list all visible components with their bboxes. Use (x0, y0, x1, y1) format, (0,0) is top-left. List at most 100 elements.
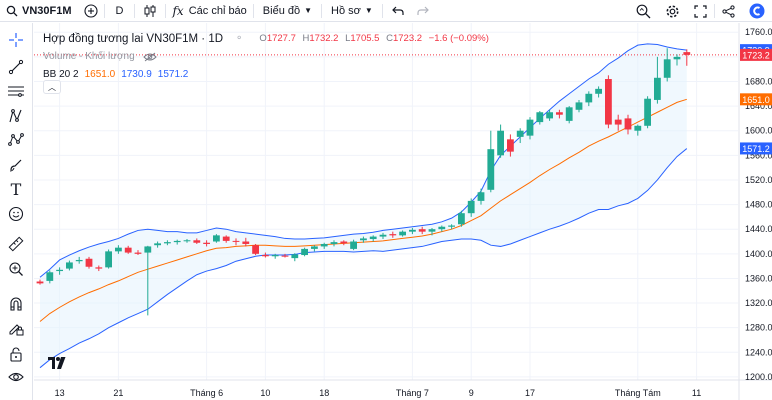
candle-body[interactable] (565, 107, 573, 121)
share-button[interactable] (715, 0, 742, 22)
candle-body[interactable] (154, 243, 161, 246)
candle-body[interactable] (203, 242, 210, 244)
candle-body[interactable] (428, 229, 436, 232)
candle-body[interactable] (144, 246, 152, 253)
candle-body[interactable] (95, 267, 103, 269)
candle-body[interactable] (507, 139, 514, 152)
candle-body[interactable] (516, 130, 524, 137)
pitchfork-tool[interactable] (0, 105, 32, 127)
chart-pane[interactable]: 1200.0 1240.0 1280.0 1320.0 1360.0 1400.0 1440… (34, 23, 772, 400)
text-tool[interactable]: T (0, 178, 32, 200)
price-chart[interactable]: 1200.0 1240.0 1280.0 1320.0 1360.0 1400.0 1440… (34, 23, 772, 400)
candle-body[interactable] (36, 281, 44, 284)
candle-body[interactable] (46, 272, 54, 281)
pattern-tool[interactable] (0, 129, 32, 151)
tradingview-logo-icon[interactable] (48, 357, 66, 372)
candle-body[interactable] (379, 234, 387, 237)
candle-body[interactable] (232, 240, 240, 242)
fullscreen-button[interactable] (687, 0, 714, 22)
candle-body[interactable] (634, 125, 642, 131)
candle-body[interactable] (487, 149, 495, 190)
candle-body[interactable] (624, 118, 632, 130)
candle-body[interactable] (546, 112, 553, 119)
candle-body[interactable] (301, 248, 308, 256)
drawing-mode-tool[interactable] (0, 317, 32, 339)
compare-symbol-button[interactable] (78, 0, 104, 22)
candle-body[interactable] (271, 255, 279, 257)
profile-menu-button[interactable]: Hồ sơ ▼ (322, 0, 382, 22)
candle-body[interactable] (350, 241, 357, 249)
candle-body[interactable] (56, 269, 63, 272)
candle-body[interactable] (311, 246, 318, 249)
candle-body[interactable] (673, 56, 681, 60)
lock-drawings-tool[interactable] (0, 343, 32, 365)
redo-button[interactable] (413, 0, 433, 22)
candle-body[interactable] (536, 112, 544, 123)
candle-body[interactable] (556, 112, 563, 115)
candle-body[interactable] (418, 229, 426, 232)
brand-logo-button[interactable] (742, 0, 772, 22)
candle-body[interactable] (262, 255, 269, 257)
legend-bb-row[interactable]: BB 20 2 1651.0 1730.9 1571.2 (43, 67, 493, 82)
undo-button[interactable] (383, 0, 413, 22)
magnet-tool[interactable] (0, 293, 32, 315)
candle-body[interactable] (252, 245, 259, 254)
candle-body[interactable] (183, 240, 191, 242)
candle-body[interactable] (340, 241, 348, 244)
candle-body[interactable] (360, 238, 367, 241)
candle-body[interactable] (595, 88, 602, 94)
indicators-button[interactable]: fx Các chỉ báo (166, 0, 252, 22)
candle-body[interactable] (448, 225, 455, 227)
candle-body[interactable] (115, 247, 122, 252)
candle-body[interactable] (497, 130, 504, 156)
candle-body[interactable] (369, 236, 377, 240)
candle-body[interactable] (389, 234, 397, 236)
trend-line-tool[interactable] (0, 56, 32, 78)
legend-collapse-button[interactable]: ︿ (43, 80, 61, 94)
candle-body[interactable] (438, 226, 446, 230)
candle-body[interactable] (654, 77, 661, 100)
candle-body[interactable] (575, 102, 583, 110)
candle-body[interactable] (85, 258, 93, 267)
candle-body[interactable] (281, 255, 289, 257)
candle-body[interactable] (222, 236, 230, 241)
candle-body[interactable] (105, 251, 112, 268)
zoom-in-tool[interactable] (0, 258, 32, 280)
candle-body[interactable] (66, 262, 73, 269)
candle-body[interactable] (173, 240, 181, 243)
interval-button[interactable]: D (105, 0, 135, 22)
candle-body[interactable] (134, 252, 142, 254)
candle-body[interactable] (644, 98, 651, 126)
candle-body[interactable] (399, 231, 406, 236)
settings-button[interactable] (658, 0, 687, 22)
horizontal-lines-tool[interactable] (0, 80, 32, 102)
candle-body[interactable] (526, 119, 534, 136)
candle-body[interactable] (477, 192, 485, 201)
candle-body[interactable] (320, 243, 328, 247)
candle-body[interactable] (330, 242, 338, 244)
quick-search-button[interactable] (629, 0, 658, 22)
candle-body[interactable] (242, 241, 250, 244)
candle-body[interactable] (213, 235, 220, 242)
emoji-tool[interactable] (0, 203, 32, 225)
crosshair-tool[interactable] (0, 29, 32, 51)
candle-body[interactable] (193, 240, 201, 243)
chart-type-button[interactable] (135, 0, 165, 22)
series-title[interactable]: Hợp đồng tương lai VN30F1M · 1D (43, 32, 224, 45)
candle-body[interactable] (585, 93, 593, 103)
measure-tool[interactable] (0, 233, 32, 255)
symbol-search-button[interactable]: VN30F1M (0, 0, 78, 22)
legend-volume-row[interactable]: Volume - Khối lượng (43, 49, 493, 64)
candle-body[interactable] (75, 259, 83, 262)
chart-menu-button[interactable]: Biểu đồ ▼ (254, 0, 321, 22)
brush-tool[interactable] (0, 154, 32, 176)
candle-body[interactable] (614, 119, 622, 125)
candle-body[interactable] (124, 247, 132, 253)
candle-body[interactable] (458, 213, 465, 225)
candle-body[interactable] (164, 242, 171, 244)
candle-body[interactable] (291, 254, 299, 259)
hide-drawings-tool[interactable] (0, 366, 32, 388)
candle-body[interactable] (683, 52, 691, 55)
candle-body[interactable] (409, 229, 416, 232)
candle-body[interactable] (605, 79, 612, 125)
